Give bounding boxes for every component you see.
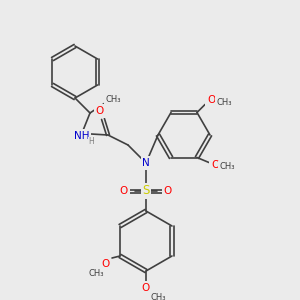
Text: O: O [120,186,128,196]
Text: O: O [101,259,109,269]
Text: O: O [96,106,104,116]
Text: CH₃: CH₃ [216,98,232,107]
Text: O: O [211,160,219,170]
Text: CH₃: CH₃ [150,292,166,300]
Text: N: N [142,158,150,168]
Text: CH₃: CH₃ [219,162,235,171]
Text: CH₃: CH₃ [88,269,104,278]
Text: S: S [142,184,150,197]
Text: CH₃: CH₃ [105,95,121,104]
Text: NH: NH [74,131,90,141]
Text: O: O [142,283,150,293]
Text: H: H [88,137,94,146]
Text: O: O [164,186,172,196]
Text: O: O [207,95,215,106]
